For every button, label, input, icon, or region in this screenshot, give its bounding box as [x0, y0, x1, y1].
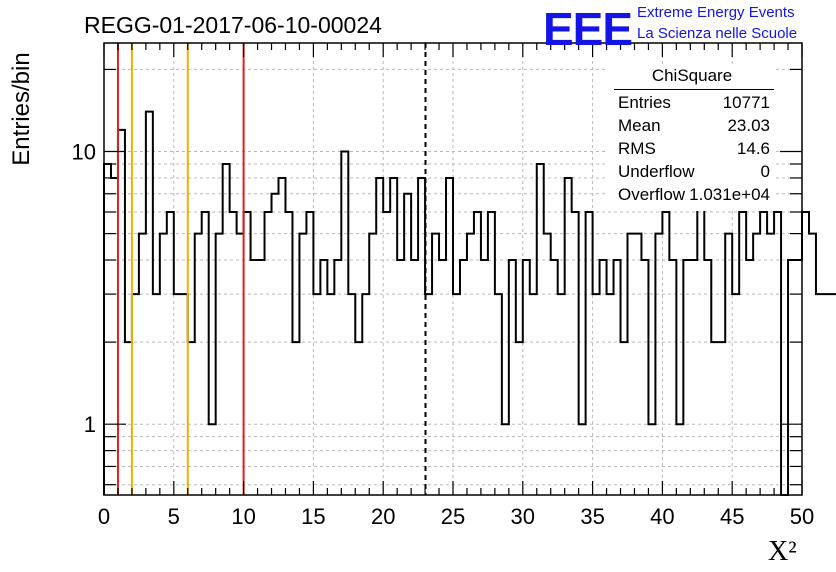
axes: 0 5 10 15 20 25 30 35 40 45 50 1 10 [72, 42, 814, 529]
x-tick-label: 50 [790, 504, 814, 529]
stat-row-mean: Mean 23.03 [618, 116, 770, 138]
histogram-series [103, 110, 836, 496]
x-tick-label: 35 [580, 504, 604, 529]
stat-value: 1.031e+04 [689, 185, 770, 204]
x-tick-label: 45 [720, 504, 744, 529]
chart-title: REGG-01-2017-06-10-00024 [84, 12, 382, 38]
logo-line-1: Extreme Energy Events [637, 4, 795, 21]
x-tick-label: 40 [650, 504, 674, 529]
stats-divider [614, 89, 774, 90]
x-tick-label: 0 [98, 504, 110, 529]
stat-value: 0 [760, 162, 770, 181]
logo-line-2: La Scienza nelle Scuole [637, 25, 798, 42]
stat-label: Overflow [618, 185, 686, 204]
x-tick-label: 30 [511, 504, 535, 529]
stat-row-underflow: Underflow 0 [618, 162, 770, 184]
x-tick-label: 10 [231, 504, 255, 529]
stat-value: 23.03 [727, 116, 770, 135]
stat-value: 10771 [722, 93, 770, 112]
stats-box: ChiSquare Entries 10771 Mean 23.03 RMS 1… [608, 66, 776, 211]
stat-row-overflow: Overflow 1.031e+04 [618, 185, 770, 207]
y-tick-label: 1 [84, 412, 96, 437]
marker-lines [116, 43, 427, 495]
y-tick-label: 10 [72, 140, 96, 165]
stat-label: Mean [618, 116, 661, 135]
x-tick-label: 20 [371, 504, 395, 529]
eee-logo-mark: EEE [543, 3, 633, 55]
x-tick-label: 25 [441, 504, 465, 529]
x-tick-label: 15 [301, 504, 325, 529]
x-axis-label: X² [768, 536, 797, 567]
stat-label: RMS [618, 139, 656, 158]
stat-label: Underflow [618, 162, 695, 181]
histogram-line [103, 110, 836, 496]
stat-value: 14.6 [736, 139, 770, 158]
stats-title: ChiSquare [651, 66, 733, 85]
stat-row-rms: RMS 14.6 [618, 139, 770, 161]
stat-label: Entries [618, 93, 671, 112]
y-axis-label: Entries/bin [8, 52, 35, 166]
x-tick-label: 5 [168, 504, 180, 529]
stat-row-entries: Entries 10771 [618, 93, 770, 115]
